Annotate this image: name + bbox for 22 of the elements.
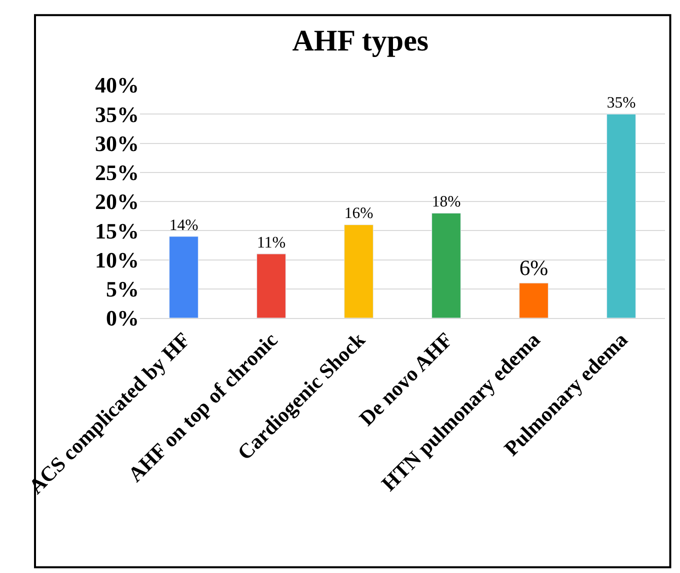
- y-tick-label: 10%: [95, 247, 139, 272]
- bar: [519, 282, 548, 318]
- data-label: 18%: [432, 194, 461, 211]
- data-label: 16%: [344, 205, 374, 222]
- data-label: 6%: [519, 256, 548, 280]
- y-tick-label: 35%: [95, 102, 139, 127]
- bar: [169, 236, 198, 318]
- y-tick-label: 15%: [95, 218, 139, 244]
- y-tick-label: 40%: [95, 72, 139, 98]
- data-label: 11%: [256, 234, 286, 252]
- bar: [344, 224, 374, 318]
- data-label: 14%: [169, 216, 198, 234]
- y-tick-label: 5%: [106, 276, 139, 302]
- data-label: 35%: [606, 94, 636, 112]
- y-tick-label: 25%: [95, 160, 139, 186]
- y-tick-label: 30%: [95, 130, 139, 156]
- bar: [256, 254, 286, 318]
- bar: [606, 114, 636, 318]
- chart-title: AHF types: [292, 24, 429, 58]
- y-tick-label: 0%: [106, 306, 139, 331]
- bar: [432, 212, 461, 318]
- y-tick-label: 20%: [95, 189, 139, 214]
